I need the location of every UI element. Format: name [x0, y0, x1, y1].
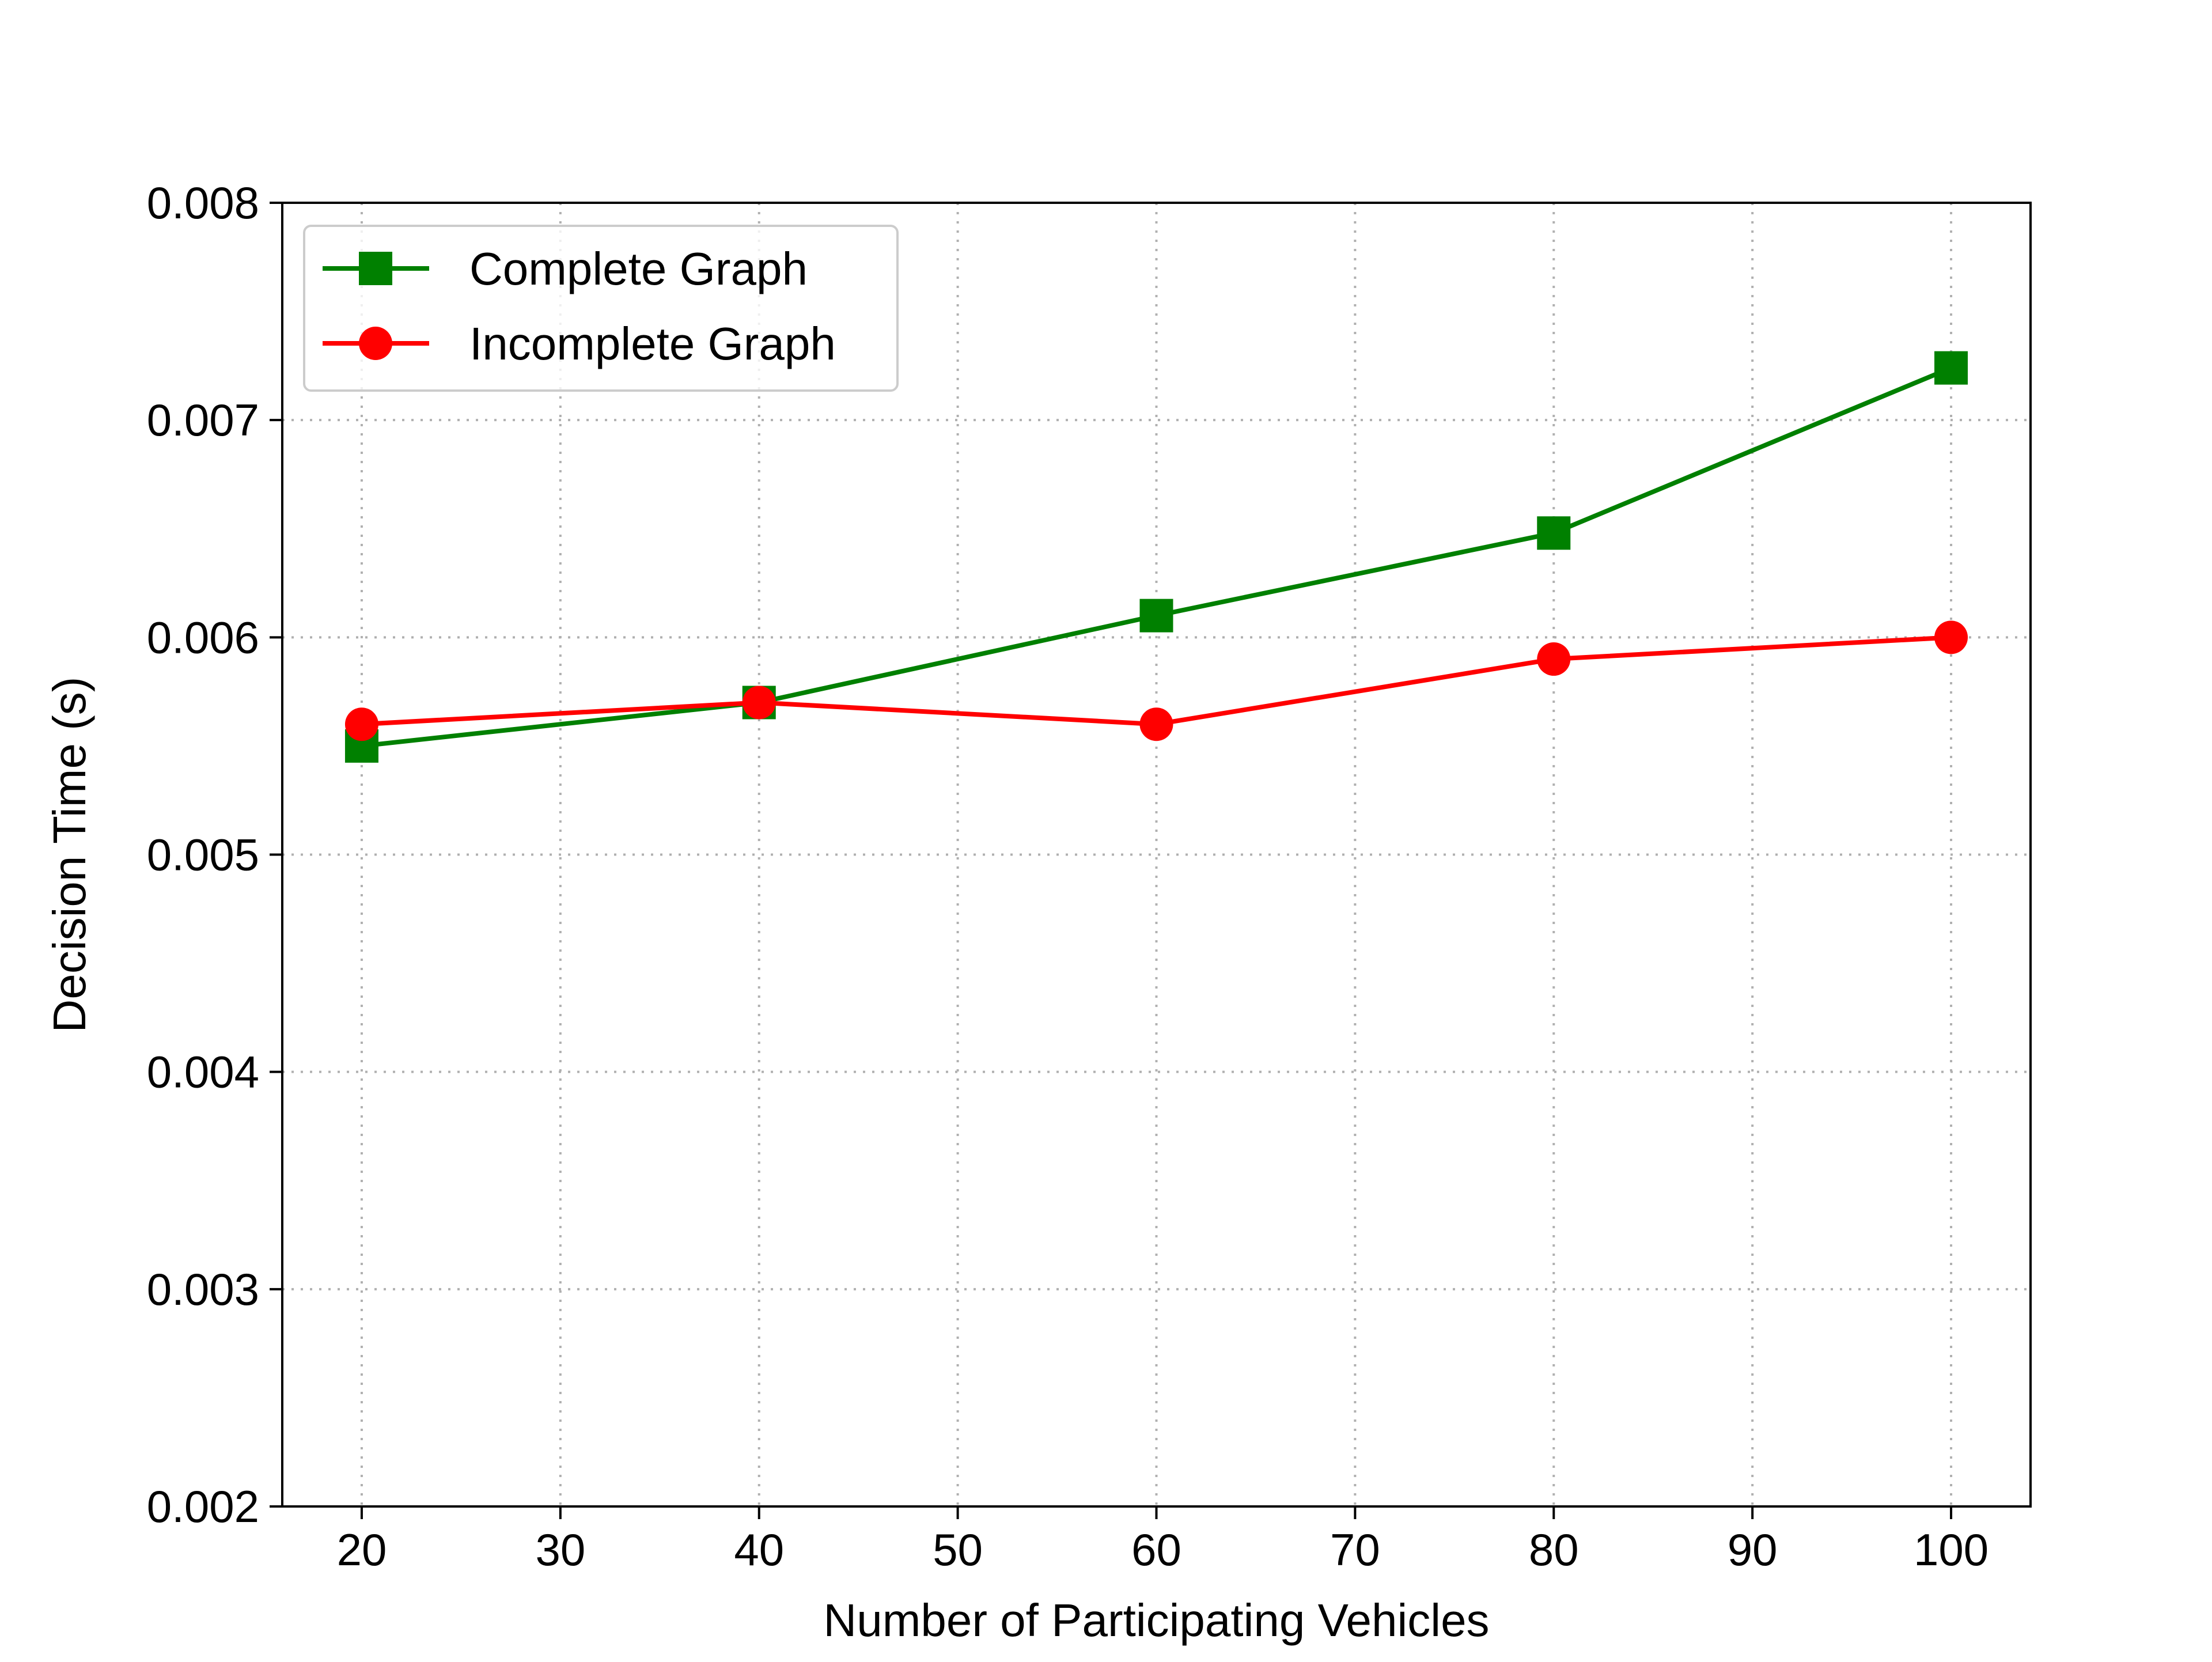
- x-tick-label: 100: [1914, 1524, 1988, 1575]
- legend-item: Complete Graph: [323, 243, 808, 294]
- data-point: [1139, 707, 1173, 741]
- y-tick-label: 0.005: [147, 830, 259, 880]
- y-axis-label: Decision Time (s): [44, 677, 95, 1033]
- x-tick-label: 20: [337, 1524, 387, 1575]
- y-tick-label: 0.004: [147, 1047, 259, 1097]
- data-point: [1934, 620, 1968, 654]
- x-axis-ticks: 20 30 40 50 60 70 80 90 100: [337, 1506, 1988, 1575]
- data-point: [344, 707, 378, 741]
- series-group: [344, 351, 1968, 763]
- x-tick-label: 40: [734, 1524, 784, 1575]
- x-tick-label: 80: [1529, 1524, 1579, 1575]
- legend-item: Incomplete Graph: [323, 318, 836, 369]
- y-tick-label: 0.007: [147, 395, 259, 445]
- y-tick-label: 0.006: [147, 612, 259, 662]
- legend-marker: [359, 252, 392, 285]
- legend-box: [303, 225, 899, 392]
- series-2: [344, 620, 1968, 741]
- y-tick-label: 0.003: [147, 1264, 259, 1315]
- y-tick-label: 0.008: [147, 177, 259, 228]
- x-tick-label: 60: [1131, 1524, 1181, 1575]
- data-point: [742, 686, 776, 720]
- legend: Complete Graph Incomplete Graph: [303, 225, 899, 392]
- x-tick-label: 50: [933, 1524, 983, 1575]
- legend-marker: [359, 327, 392, 360]
- legend-label: Complete Graph: [469, 243, 808, 294]
- data-point: [1934, 351, 1968, 385]
- y-axis-ticks: 0.002 0.003 0.004 0.005 0.006 0.007 0.008: [147, 177, 282, 1532]
- data-point: [1139, 599, 1173, 633]
- x-axis-label: Number of Participating Vehicles: [823, 1595, 1489, 1646]
- data-point: [1537, 516, 1571, 550]
- x-tick-label: 90: [1728, 1524, 1778, 1575]
- y-tick-label: 0.002: [147, 1481, 259, 1532]
- x-tick-label: 70: [1330, 1524, 1380, 1575]
- x-tick-label: 30: [535, 1524, 585, 1575]
- legend-label: Incomplete Graph: [469, 318, 836, 369]
- data-point: [1537, 642, 1571, 676]
